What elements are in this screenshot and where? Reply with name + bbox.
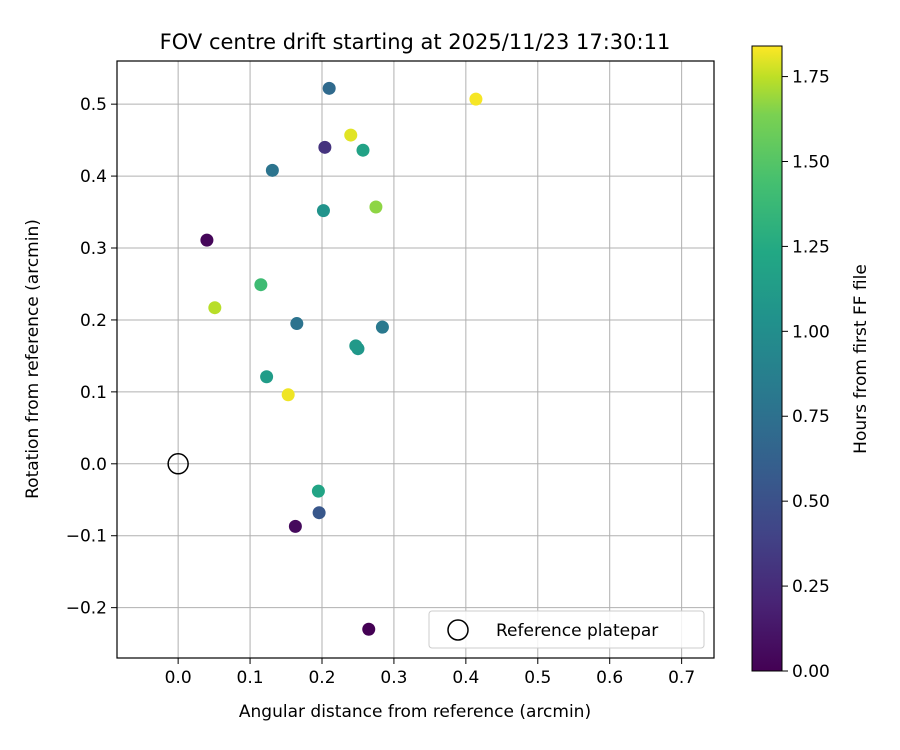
data-point: [260, 370, 274, 384]
data-point: [469, 92, 483, 106]
data-point: [344, 128, 358, 142]
data-point: [318, 140, 332, 154]
data-point: [375, 320, 389, 334]
grid: [117, 61, 714, 658]
colorbar-tick-label: 1.50: [792, 152, 830, 172]
y-tick-label: −0.2: [66, 599, 107, 619]
x-tick-label: 0.3: [380, 668, 407, 688]
colorbar-tick-label: 0.25: [792, 577, 830, 597]
x-tick-label: 0.1: [237, 668, 264, 688]
x-tick-label: 0.5: [524, 668, 551, 688]
legend: Reference platepar: [428, 610, 705, 649]
x-tick-label: 0.2: [308, 668, 335, 688]
chart-title: FOV centre drift starting at 2025/11/23 …: [160, 30, 671, 54]
data-point: [349, 339, 363, 353]
y-tick-label: −0.1: [66, 527, 107, 547]
x-tick-label: 0.4: [452, 668, 479, 688]
x-tick-label: 0.6: [596, 668, 623, 688]
x-tick-label: 0.0: [165, 668, 192, 688]
colorbar-label: Hours from first FF file: [851, 264, 871, 454]
colorbar-tick-label: 0.50: [792, 492, 830, 512]
x-axis-ticks: 0.0 0.1 0.2 0.3 0.4 0.5 0.6 0.7: [165, 658, 695, 688]
data-point: [281, 388, 295, 402]
colorbar-tick-label: 1.25: [792, 237, 830, 257]
data-point: [265, 163, 279, 177]
data-point: [290, 317, 304, 331]
reference-marker: [167, 453, 189, 475]
colorbar-ticks: 0.00 0.25 0.50 0.75 1.00 1.25 1.50 1.75: [782, 68, 830, 682]
data-point: [316, 204, 330, 218]
colorbar-tick-label: 1.75: [792, 68, 830, 88]
data-point: [254, 278, 268, 292]
data-point: [322, 81, 336, 95]
data-point: [369, 200, 383, 214]
y-tick-label: 0.0: [80, 455, 107, 475]
colorbar-tick-label: 0.00: [792, 662, 830, 682]
colorbar-tick-label: 1.00: [792, 322, 830, 342]
y-tick-label: 0.5: [80, 95, 107, 115]
y-tick-label: 0.3: [80, 239, 107, 259]
legend-reference-marker: [447, 619, 469, 641]
data-point: [288, 519, 302, 533]
plot-frame: [116, 60, 715, 659]
data-points: [200, 81, 483, 636]
data-point: [362, 622, 376, 636]
x-axis-label: Angular distance from reference (arcmin): [239, 702, 591, 722]
y-tick-label: 0.2: [80, 311, 107, 331]
x-tick-label: 0.7: [668, 668, 695, 688]
legend-reference-label: Reference platepar: [496, 621, 658, 641]
data-point: [208, 301, 222, 315]
data-point: [311, 484, 325, 498]
y-axis-ticks: −0.2 −0.1 0.0 0.1 0.2 0.3 0.4 0.5: [66, 95, 117, 619]
data-point: [356, 143, 370, 157]
y-tick-label: 0.4: [80, 167, 107, 187]
colorbar: [751, 45, 783, 672]
legend-box: [428, 610, 705, 649]
data-point: [312, 506, 326, 520]
data-point: [200, 233, 214, 247]
colorbar-tick-label: 0.75: [792, 407, 830, 427]
y-axis-label: Rotation from reference (arcmin): [23, 219, 43, 499]
y-tick-label: 0.1: [80, 383, 107, 403]
